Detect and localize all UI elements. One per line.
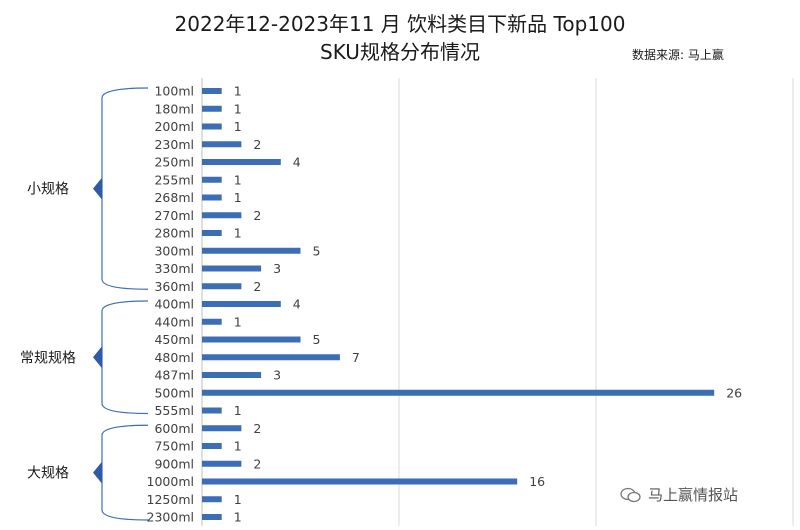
category-tick-label: 100ml	[154, 84, 194, 99]
data-source-note: 数据来源: 马上赢	[632, 48, 724, 62]
data-label: 16	[529, 474, 545, 489]
category-tick-label: 250ml	[154, 155, 194, 170]
category-tick-label: 450ml	[154, 332, 194, 347]
data-label: 7	[352, 350, 360, 365]
group-label: 常规规格	[20, 350, 76, 366]
bar	[202, 212, 242, 219]
bar	[202, 230, 222, 236]
category-tick-label: 600ml	[154, 421, 194, 436]
data-label: 5	[313, 243, 321, 258]
bar	[202, 123, 222, 130]
data-label: 4	[293, 297, 301, 312]
data-label: 3	[273, 368, 281, 383]
data-label: 1	[234, 101, 242, 116]
bar	[202, 176, 222, 183]
bar	[202, 247, 301, 254]
data-label: 5	[313, 332, 321, 347]
category-tick-label: 500ml	[154, 385, 194, 400]
category-tick-label: 255ml	[154, 172, 194, 187]
group-brace-arrow	[93, 346, 102, 369]
bar	[202, 514, 222, 520]
group-label: 小规格	[27, 182, 69, 198]
category-tick-label: 2300ml	[147, 510, 194, 525]
group-brace-arrow	[93, 461, 102, 484]
category-tick-label: 440ml	[154, 314, 194, 329]
bar	[202, 105, 222, 112]
bar	[202, 425, 242, 432]
bar	[202, 496, 222, 503]
data-label: 1	[234, 84, 242, 99]
category-tick-label: 750ml	[154, 439, 194, 454]
bar	[202, 478, 518, 485]
category-tick-label: 230ml	[154, 137, 194, 152]
watermark: 马上赢情报站	[620, 484, 738, 505]
data-label: 1	[234, 226, 242, 241]
bar	[202, 283, 242, 290]
data-label: 1	[234, 314, 242, 329]
data-label: 3	[273, 261, 281, 276]
category-tick-label: 300ml	[154, 243, 194, 258]
data-label: 1	[234, 439, 242, 454]
category-tick-label: 487ml	[154, 368, 194, 383]
data-label: 2	[253, 208, 261, 223]
bar	[202, 318, 222, 325]
data-label: 2	[253, 456, 261, 471]
bar	[202, 141, 242, 148]
category-tick-label: 1250ml	[147, 492, 194, 507]
bar	[202, 443, 222, 449]
category-tick-label: 900ml	[154, 456, 194, 471]
group-brace	[101, 87, 149, 290]
category-tick-label: 480ml	[154, 350, 194, 365]
bar	[202, 354, 340, 361]
bar	[202, 407, 222, 414]
category-tick-label: 270ml	[154, 208, 194, 223]
bar	[202, 301, 281, 307]
bar	[202, 159, 281, 165]
group-brace-arrow	[93, 177, 102, 200]
data-label: 26	[726, 385, 742, 400]
category-tick-label: 330ml	[154, 261, 194, 276]
wechat-icon	[620, 487, 642, 503]
data-label: 2	[253, 279, 261, 294]
data-label: 2	[253, 421, 261, 436]
group-brace	[101, 300, 149, 415]
category-tick-label: 268ml	[154, 190, 194, 205]
data-label: 1	[234, 119, 242, 134]
data-label: 4	[293, 155, 301, 170]
category-tick-label: 280ml	[154, 226, 194, 241]
bar	[202, 460, 242, 467]
category-tick-label: 400ml	[154, 297, 194, 312]
data-label: 1	[234, 510, 242, 525]
category-tick-label: 360ml	[154, 279, 194, 294]
chart-title-line1: 2022年12-2023年11 月 饮料类目下新品 Top100	[174, 12, 626, 36]
data-label: 1	[234, 190, 242, 205]
bar	[202, 194, 222, 201]
watermark-text: 马上赢情报站	[648, 486, 739, 504]
bar	[202, 265, 262, 272]
category-tick-label: 555ml	[154, 403, 194, 418]
category-tick-label: 180ml	[154, 101, 194, 116]
bar	[202, 389, 715, 396]
category-tick-label: 200ml	[154, 119, 194, 134]
bar	[202, 336, 301, 343]
category-tick-label: 1000ml	[147, 474, 194, 489]
bar	[202, 372, 262, 378]
bar	[202, 88, 222, 94]
group-label: 大规格	[27, 466, 69, 482]
data-label: 2	[253, 137, 261, 152]
chart-title-line2: SKU规格分布情况	[320, 40, 480, 64]
data-label: 1	[234, 492, 242, 507]
group-brace	[101, 424, 149, 521]
data-label: 1	[234, 172, 242, 187]
data-label: 1	[234, 403, 242, 418]
